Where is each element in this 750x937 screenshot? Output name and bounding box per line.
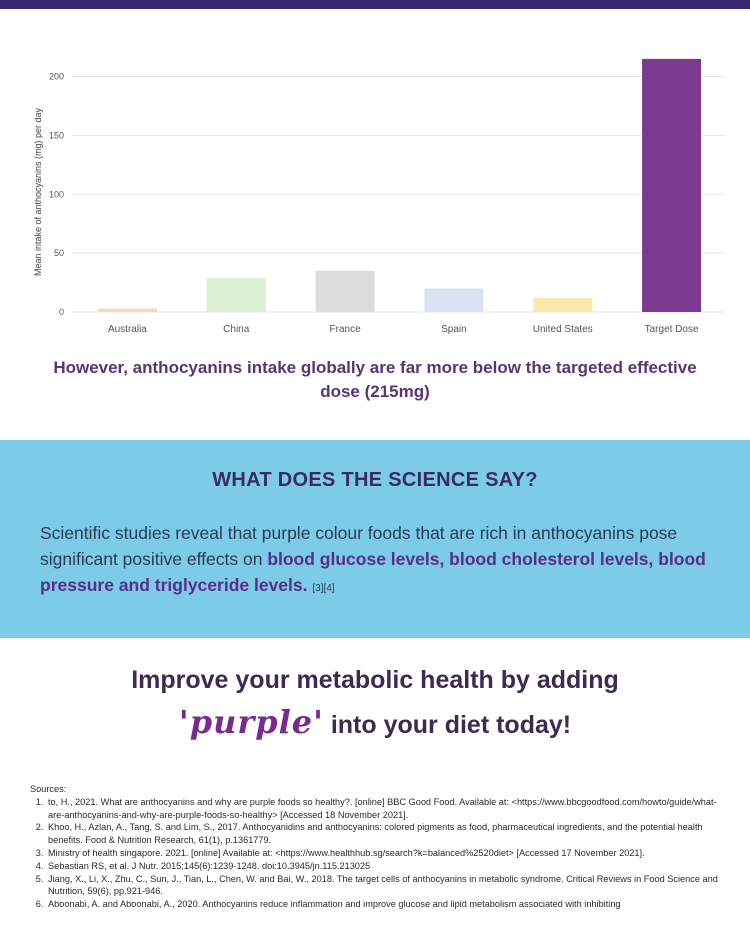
bar-australia	[97, 308, 157, 312]
source-item: Ministry of health singapore. 2021. [onl…	[46, 847, 725, 860]
science-section: WHAT DOES THE SCIENCE SAY? Scientific st…	[0, 440, 750, 638]
source-item: Sebastian RS, et al. J Nutr. 2015;145(6)…	[46, 860, 725, 873]
source-item: to, H., 2021. What are anthocyanins and …	[46, 796, 725, 822]
science-references: [3][4]	[312, 583, 335, 594]
x-category-label: Target Dose	[645, 324, 699, 335]
x-category-label: France	[330, 324, 362, 335]
top-banner-bar	[0, 0, 750, 9]
y-tick-label: 0	[59, 307, 64, 317]
y-tick-label: 100	[49, 189, 64, 199]
chart-caption: However, anthocyanins intake globally ar…	[53, 358, 697, 401]
x-category-label: China	[223, 324, 250, 335]
y-tick-label: 50	[54, 248, 64, 258]
source-item: Aboonabi, A. and Aboonabi, A., 2020. Ant…	[46, 898, 725, 911]
bar-spain	[424, 288, 484, 312]
science-heading: WHAT DOES THE SCIENCE SAY?	[212, 469, 538, 491]
anthocyanin-intake-bar-chart: 0 50 100 150 200 Australia China France Spain Uni…	[33, 58, 725, 335]
x-category-label: United States	[533, 324, 593, 335]
cta-line-2: 'purple' into your diet today!	[0, 703, 750, 741]
source-item: Jiang, X., Li, X., Zhu, C., Sun, J., Tia…	[46, 873, 725, 899]
bar-united-states	[533, 297, 593, 312]
science-body-text: Scientific studies reveal that purple co…	[40, 523, 678, 569]
y-tick-label: 200	[49, 72, 64, 82]
bar-target-dose	[642, 58, 702, 312]
cta-line-1: Improve your metabolic health by adding	[131, 666, 619, 694]
y-axis-label: Mean intake of anthocyanins (mg) per day	[33, 107, 43, 276]
x-category-label: Australia	[108, 324, 147, 335]
source-item: Khoo, H., Azlan, A., Tang, S. and Lim, S…	[46, 821, 725, 847]
x-category-label: Spain	[441, 324, 467, 335]
sources-title: Sources:	[30, 784, 67, 794]
sources-list: Sources: to, H., 2021. What are anthocya…	[30, 783, 725, 911]
cta-line-2-text: into your diet today!	[323, 711, 572, 739]
y-tick-label: 150	[49, 130, 64, 140]
science-body-highlight: blood glucose levels, blood cholesterol …	[40, 549, 706, 595]
bar-france	[315, 270, 375, 312]
purple-script-word: 'purple'	[178, 703, 324, 741]
science-body: Scientific studies reveal that purple co…	[40, 520, 720, 602]
bar-china	[206, 277, 266, 312]
